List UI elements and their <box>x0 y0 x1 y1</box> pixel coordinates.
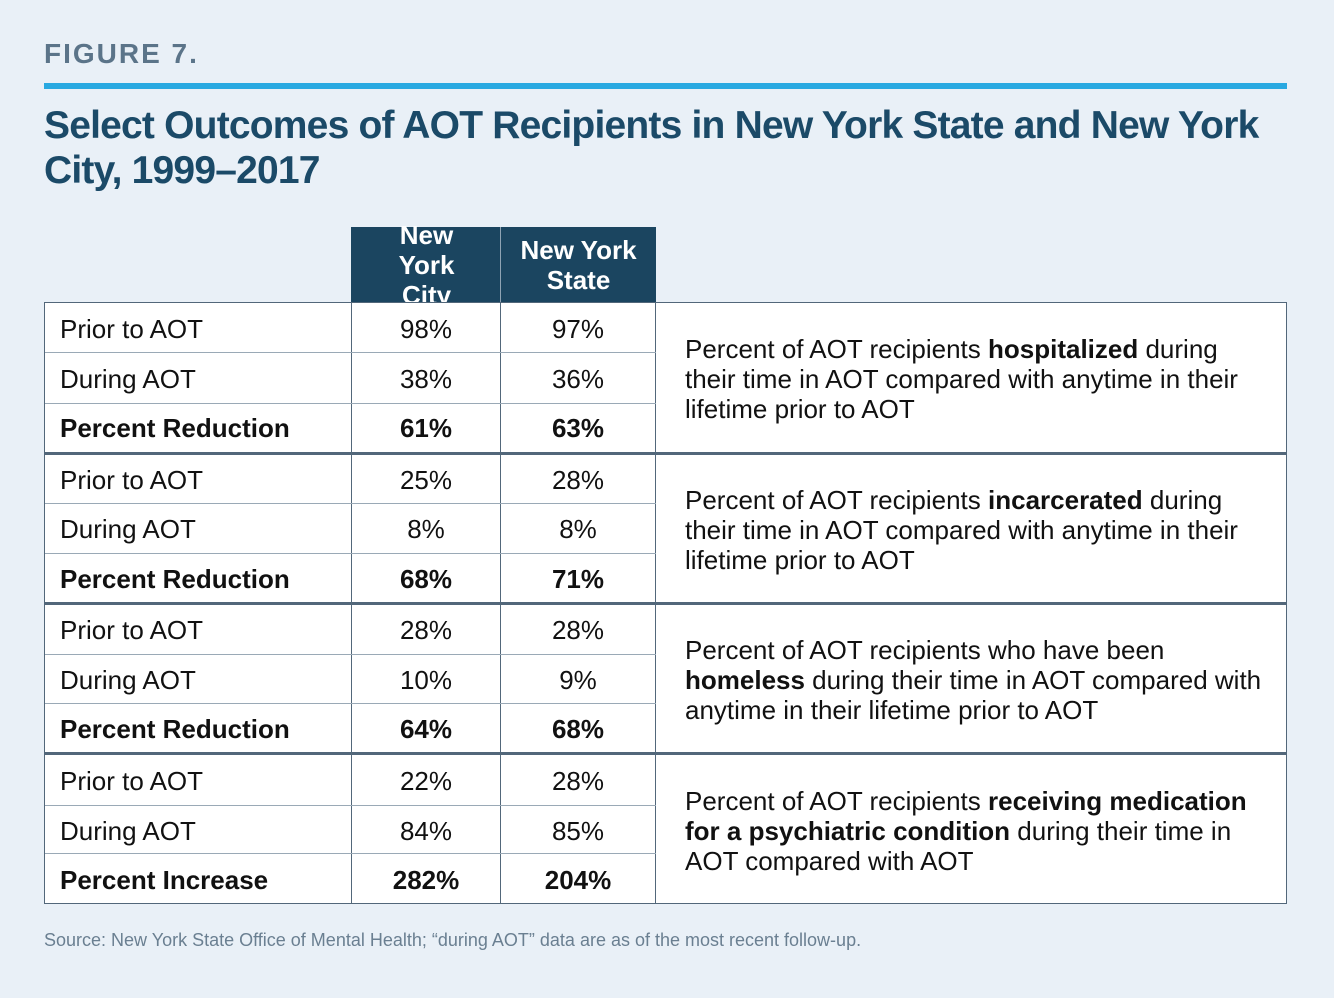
row-divider <box>45 805 656 806</box>
nys-value: 28% <box>551 465 605 495</box>
nyc-value: 38% <box>399 364 453 394</box>
nys-change-value: 63% <box>551 413 605 443</box>
nyc-value: 84% <box>399 816 453 846</box>
row-divider <box>45 654 656 655</box>
row-divider <box>45 853 656 854</box>
nys-value: 28% <box>551 615 605 645</box>
row-label-total: Percent Increase <box>60 865 269 895</box>
desc-text: Percent of AOT recipients <box>685 786 988 816</box>
nys-value: 36% <box>551 364 605 394</box>
row-label: During AOT <box>60 514 196 544</box>
column-header-nys: New York State <box>500 227 656 302</box>
source-note: Source: New York State Office of Mental … <box>44 930 862 950</box>
nys-value: 9% <box>559 665 597 695</box>
column-header-nyc: New York City <box>351 220 501 310</box>
group-divider <box>45 602 1286 605</box>
outcome-description-hospitalized: Percent of AOT recipients hospitalized d… <box>685 334 1275 424</box>
row-label: Prior to AOT <box>60 314 204 344</box>
desc-text: during their time in AOT compared with A… <box>685 816 1232 876</box>
group-divider <box>45 752 1286 755</box>
row-label: During AOT <box>60 816 196 846</box>
row-divider <box>45 403 656 404</box>
desc-highlight: homeless <box>685 665 805 695</box>
group-divider <box>45 452 1286 455</box>
nys-change-value: 68% <box>551 714 605 744</box>
figure-label: FIGURE 7. <box>44 38 199 69</box>
row-label: Prior to AOT <box>60 615 204 645</box>
row-label: Prior to AOT <box>60 465 204 495</box>
accent-rule <box>44 83 1287 89</box>
nyc-change-value: 68% <box>399 564 453 594</box>
nyc-value: 25% <box>399 465 453 495</box>
row-divider <box>45 352 656 353</box>
nys-value: 28% <box>551 766 605 796</box>
column-header-nys-label: New York State <box>520 234 637 295</box>
row-label: Prior to AOT <box>60 766 204 796</box>
desc-text: Percent of AOT recipients <box>685 485 988 515</box>
row-label: During AOT <box>60 364 196 394</box>
nyc-value: 22% <box>399 766 453 796</box>
row-divider <box>45 503 656 504</box>
chart-title: Select Outcomes of AOT Recipients in New… <box>44 104 1259 192</box>
desc-text: Percent of AOT recipients <box>685 334 988 364</box>
nyc-value: 28% <box>399 615 453 645</box>
row-label-total: Percent Reduction <box>60 564 290 594</box>
nyc-change-value: 61% <box>399 413 453 443</box>
row-divider <box>45 703 656 704</box>
outcomes-table: Prior to AOT 98% 97% During AOT 38% 36% … <box>44 302 1287 904</box>
row-divider <box>45 553 656 554</box>
row-label-total: Percent Reduction <box>60 714 290 744</box>
outcome-description-medication: Percent of AOT recipients receiving medi… <box>685 786 1275 876</box>
outcome-description-homeless: Percent of AOT recipients who have been … <box>685 635 1275 725</box>
outcome-description-incarcerated: Percent of AOT recipients incarcerated d… <box>685 485 1275 575</box>
nyc-change-value: 282% <box>392 865 460 895</box>
nyc-value: 8% <box>407 514 445 544</box>
nyc-change-value: 64% <box>399 714 453 744</box>
desc-highlight: incarcerated <box>988 485 1143 515</box>
desc-text: Percent of AOT recipients who have been <box>685 635 1165 665</box>
row-label-total: Percent Reduction <box>60 413 290 443</box>
desc-highlight: receiving medication for a psychiatric c… <box>685 786 1247 846</box>
nys-change-value: 71% <box>551 564 605 594</box>
desc-text: during their time in AOT compared with a… <box>685 334 1238 424</box>
nyc-value: 10% <box>399 665 453 695</box>
nys-value: 8% <box>559 514 597 544</box>
nys-value: 97% <box>551 314 605 344</box>
desc-text: during their time in AOT compared with a… <box>685 485 1238 575</box>
desc-highlight: hospitalized <box>988 334 1139 364</box>
column-header-nyc-label: New York City <box>398 219 455 310</box>
nys-value: 85% <box>551 816 605 846</box>
nyc-value: 98% <box>399 314 453 344</box>
row-label: During AOT <box>60 665 196 695</box>
desc-text: during their time in AOT compared with a… <box>685 665 1262 725</box>
nys-change-value: 204% <box>544 865 612 895</box>
